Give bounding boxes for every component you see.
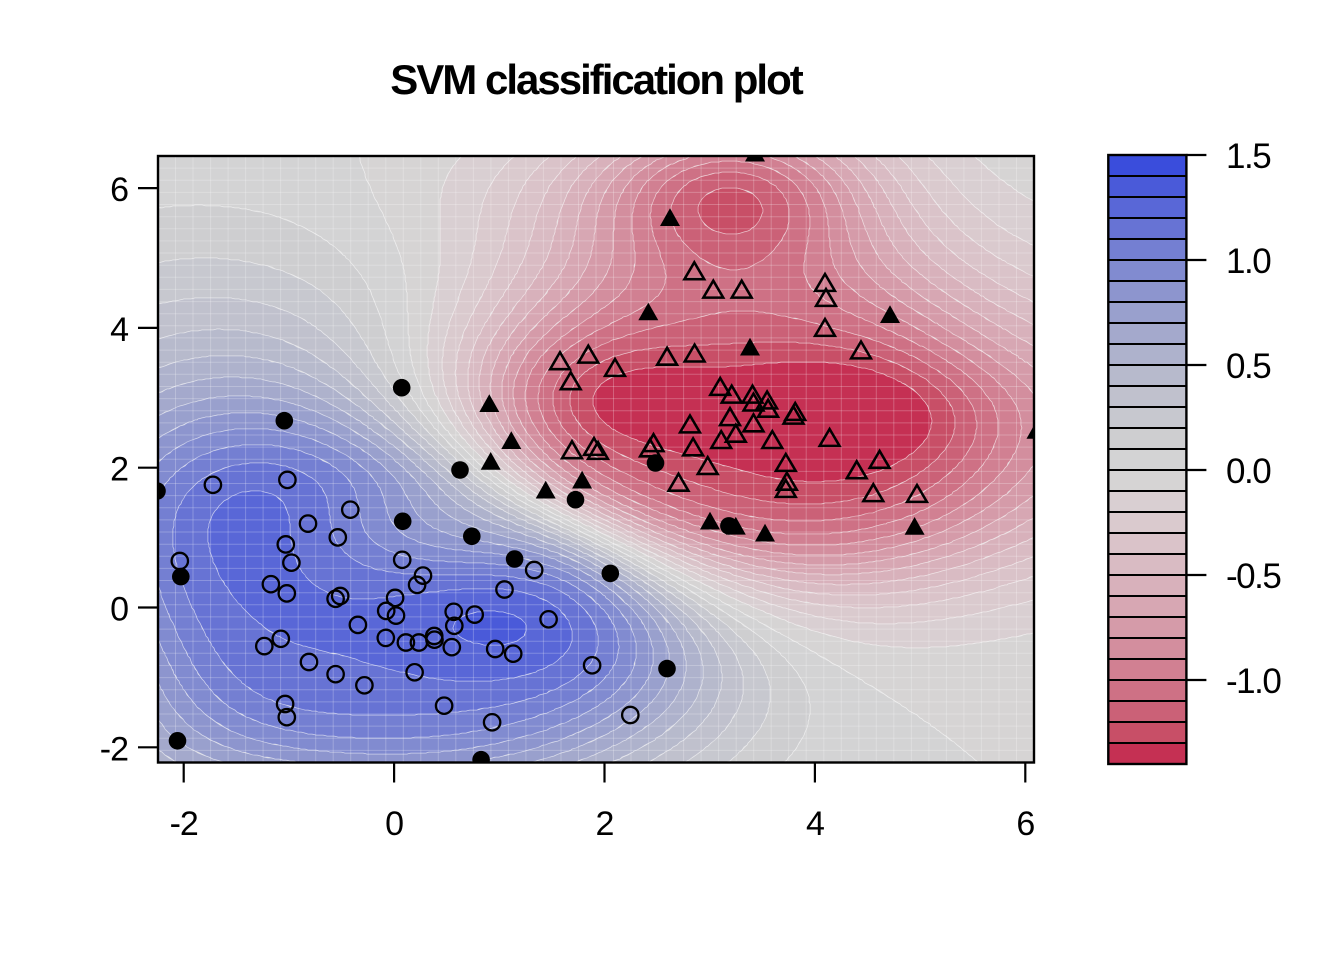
svg-text:4: 4 [110, 311, 128, 349]
svg-text:0.0: 0.0 [1226, 452, 1271, 491]
svg-text:6: 6 [1016, 805, 1034, 843]
svg-text:0.5: 0.5 [1226, 347, 1270, 386]
svg-text:SVM classification plot: SVM classification plot [390, 56, 803, 103]
svg-text:0: 0 [110, 591, 128, 629]
svg-text:2: 2 [110, 451, 128, 489]
svg-text:-2: -2 [100, 730, 128, 768]
svg-text:-1.0: -1.0 [1226, 662, 1281, 701]
svg-text:1.0: 1.0 [1226, 242, 1271, 281]
svg-text:-0.5: -0.5 [1226, 557, 1280, 596]
svg-text:-2: -2 [170, 805, 198, 843]
svg-text:1.5: 1.5 [1226, 137, 1270, 176]
svg-text:2: 2 [596, 805, 614, 843]
svg-text:6: 6 [110, 171, 128, 209]
svg-text:0: 0 [385, 805, 403, 843]
svg-text:4: 4 [806, 805, 824, 843]
